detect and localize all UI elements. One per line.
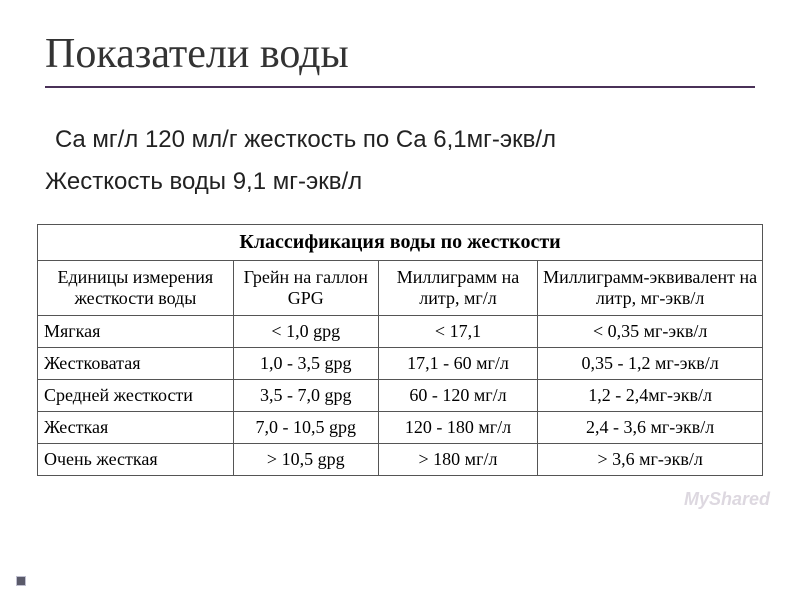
table-cell: 2,4 - 3,6 мг-экв/л bbox=[538, 412, 763, 444]
table-header-row: Единицы измерения жесткости воды Грейн н… bbox=[38, 261, 763, 316]
subtitle-line-2: Жесткость воды 9,1 мг-экв/л bbox=[45, 168, 755, 196]
table-cell: Жесткая bbox=[38, 412, 234, 444]
table-cell: Очень жесткая bbox=[38, 444, 234, 476]
watermark: MyShared bbox=[684, 489, 770, 510]
hardness-table-wrapper: Классификация воды по жесткости Единицы … bbox=[37, 224, 763, 476]
table-cell: 120 - 180 мг/л bbox=[378, 412, 538, 444]
table-cell: Средней жесткости bbox=[38, 380, 234, 412]
table-cell: > 10,5 gpg bbox=[233, 444, 378, 476]
table-cell: 60 - 120 мг/л bbox=[378, 380, 538, 412]
table-row: Мягкая < 1,0 gpg < 17,1 < 0,35 мг-экв/л bbox=[38, 316, 763, 348]
table-cell: 3,5 - 7,0 gpg bbox=[233, 380, 378, 412]
table-row: Средней жесткости 3,5 - 7,0 gpg 60 - 120… bbox=[38, 380, 763, 412]
title-underline bbox=[45, 86, 755, 88]
col-header-2: Миллиграмм на литр, мг/л bbox=[378, 261, 538, 316]
table-cell: Мягкая bbox=[38, 316, 234, 348]
page-title: Показатели воды bbox=[45, 30, 755, 78]
table-row: Жестковатая 1,0 - 3,5 gpg 17,1 - 60 мг/л… bbox=[38, 348, 763, 380]
col-header-3: Миллиграмм-эквивалент на литр, мг-экв/л bbox=[538, 261, 763, 316]
table-cell: < 1,0 gpg bbox=[233, 316, 378, 348]
table-title: Классификация воды по жесткости bbox=[38, 225, 763, 261]
table-title-row: Классификация воды по жесткости bbox=[38, 225, 763, 261]
table-cell: 7,0 - 10,5 gpg bbox=[233, 412, 378, 444]
table-row: Очень жесткая > 10,5 gpg > 180 мг/л > 3,… bbox=[38, 444, 763, 476]
table-cell: > 3,6 мг-экв/л bbox=[538, 444, 763, 476]
col-header-0: Единицы измерения жесткости воды bbox=[38, 261, 234, 316]
table-cell: 1,0 - 3,5 gpg bbox=[233, 348, 378, 380]
table-cell: < 0,35 мг-экв/л bbox=[538, 316, 763, 348]
subtitle-line-1: Ca мг/л 120 мл/г жесткость по Ca 6,1мг-э… bbox=[45, 126, 755, 154]
table-cell: 17,1 - 60 мг/л bbox=[378, 348, 538, 380]
hardness-table: Классификация воды по жесткости Единицы … bbox=[37, 224, 763, 476]
table-cell: Жестковатая bbox=[38, 348, 234, 380]
table-cell: > 180 мг/л bbox=[378, 444, 538, 476]
corner-decoration bbox=[16, 576, 26, 586]
table-cell: 1,2 - 2,4мг-экв/л bbox=[538, 380, 763, 412]
table-cell: 0,35 - 1,2 мг-экв/л bbox=[538, 348, 763, 380]
col-header-1: Грейн на галлон GPG bbox=[233, 261, 378, 316]
table-cell: < 17,1 bbox=[378, 316, 538, 348]
table-row: Жесткая 7,0 - 10,5 gpg 120 - 180 мг/л 2,… bbox=[38, 412, 763, 444]
